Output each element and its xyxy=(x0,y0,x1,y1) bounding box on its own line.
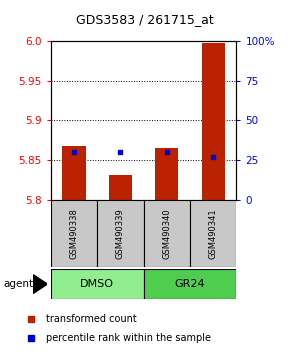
Text: percentile rank within the sample: percentile rank within the sample xyxy=(46,333,211,343)
Text: DMSO: DMSO xyxy=(80,279,114,289)
Bar xyxy=(109,175,132,200)
Polygon shape xyxy=(33,275,47,293)
Bar xyxy=(51,200,97,267)
Bar xyxy=(190,200,236,267)
Bar xyxy=(202,43,225,200)
Text: GSM490341: GSM490341 xyxy=(209,208,218,259)
Text: GDS3583 / 261715_at: GDS3583 / 261715_at xyxy=(76,13,214,26)
Text: agent: agent xyxy=(3,279,33,289)
Bar xyxy=(144,269,236,299)
Bar xyxy=(155,148,178,200)
Text: GSM490340: GSM490340 xyxy=(162,208,171,259)
Text: GSM490339: GSM490339 xyxy=(116,208,125,259)
Bar xyxy=(97,200,144,267)
Bar xyxy=(51,269,144,299)
Text: GSM490338: GSM490338 xyxy=(69,208,79,259)
Text: GR24: GR24 xyxy=(175,279,205,289)
Text: transformed count: transformed count xyxy=(46,314,137,324)
Bar xyxy=(62,146,86,200)
Bar xyxy=(144,200,190,267)
